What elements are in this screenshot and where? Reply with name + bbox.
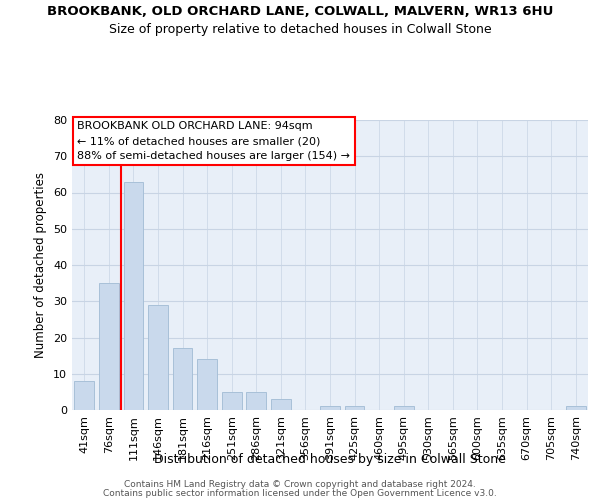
Y-axis label: Number of detached properties: Number of detached properties — [34, 172, 47, 358]
Bar — [99, 283, 119, 410]
Bar — [345, 406, 364, 410]
Bar — [566, 406, 586, 410]
Bar — [148, 305, 168, 410]
Text: BROOKBANK, OLD ORCHARD LANE, COLWALL, MALVERN, WR13 6HU: BROOKBANK, OLD ORCHARD LANE, COLWALL, MA… — [47, 5, 553, 18]
Bar — [320, 406, 340, 410]
Bar — [74, 381, 94, 410]
Bar — [197, 359, 217, 410]
Bar — [124, 182, 143, 410]
Bar — [394, 406, 413, 410]
Bar — [173, 348, 193, 410]
Text: Distribution of detached houses by size in Colwall Stone: Distribution of detached houses by size … — [154, 452, 506, 466]
Text: Size of property relative to detached houses in Colwall Stone: Size of property relative to detached ho… — [109, 22, 491, 36]
Text: Contains public sector information licensed under the Open Government Licence v3: Contains public sector information licen… — [103, 489, 497, 498]
Text: Contains HM Land Registry data © Crown copyright and database right 2024.: Contains HM Land Registry data © Crown c… — [124, 480, 476, 489]
Bar — [271, 399, 290, 410]
Text: BROOKBANK OLD ORCHARD LANE: 94sqm
← 11% of detached houses are smaller (20)
88% : BROOKBANK OLD ORCHARD LANE: 94sqm ← 11% … — [77, 122, 350, 161]
Bar — [247, 392, 266, 410]
Bar — [222, 392, 242, 410]
